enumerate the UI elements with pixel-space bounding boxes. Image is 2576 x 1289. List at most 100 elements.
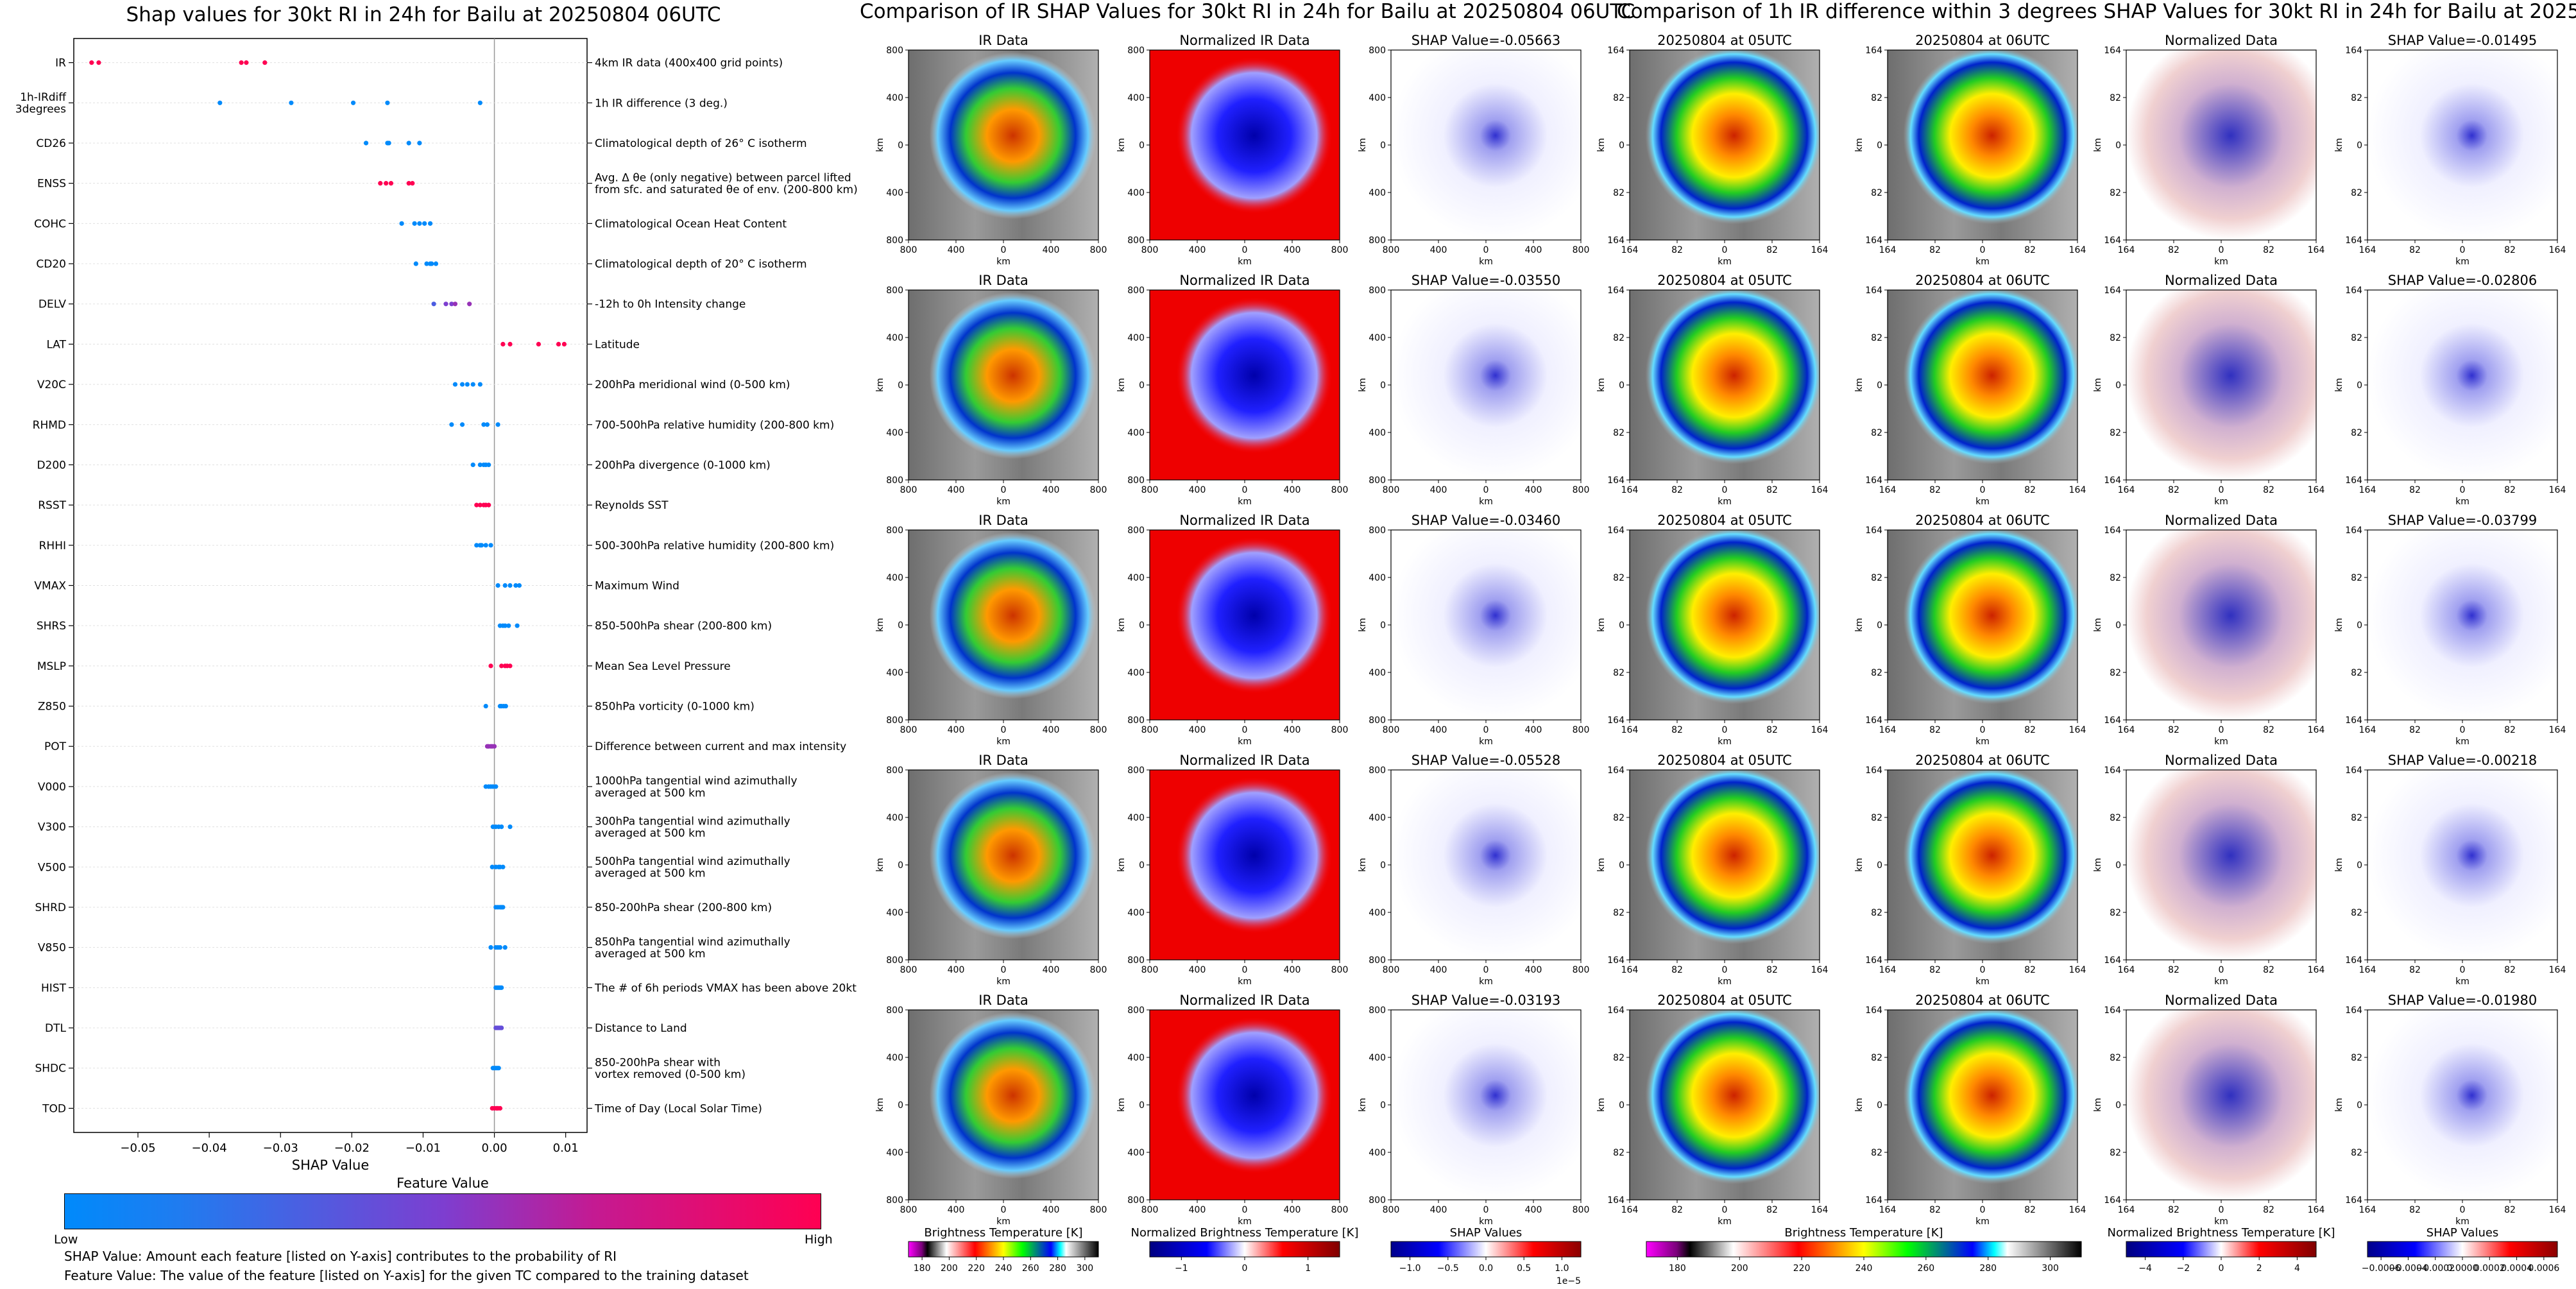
x-tick-label: 82 xyxy=(2024,965,2036,975)
shap-point xyxy=(477,462,482,468)
y-tick-label: 800 xyxy=(886,525,903,536)
x-tick-label: 0 xyxy=(1722,245,1728,255)
colorbar-tick-label: 180 xyxy=(914,1263,931,1274)
y-tick-label: 0 xyxy=(1139,1100,1145,1111)
y-tick-label: 164 xyxy=(1865,715,1882,726)
x-tick-label: 164 xyxy=(1879,965,1897,975)
shap-point xyxy=(493,784,499,789)
x-tick-label: −0.02 xyxy=(334,1141,370,1155)
x-tick-label: 164 xyxy=(1811,1205,1829,1215)
colorbar-tick-label: 240 xyxy=(995,1263,1012,1274)
ir-image-bg xyxy=(908,770,1098,960)
feature-description-label-line: 1000hPa tangential wind azimuthally xyxy=(595,775,798,788)
x-tick-label: 0 xyxy=(1980,725,1986,735)
x-tick-label: 164 xyxy=(2118,245,2135,255)
y-tick-label: 82 xyxy=(2351,93,2362,103)
y-tick-label: 400 xyxy=(886,573,903,583)
shap-point xyxy=(556,341,561,346)
y-axis-label: km xyxy=(1854,858,1864,872)
y-axis-label: km xyxy=(1596,618,1607,632)
irdiff-normalized-panel-frame xyxy=(2126,289,2317,481)
y-tick-label: 800 xyxy=(1127,286,1145,296)
x-tick-label: −0.03 xyxy=(263,1141,298,1155)
y-tick-label: 82 xyxy=(1871,573,1882,583)
irdiff-06utc-panel-title: 20250804 at 06UTC xyxy=(1915,993,2050,1008)
irdiff-normalized-panel-frame xyxy=(2126,49,2317,241)
x-tick-label: 164 xyxy=(2549,1205,2566,1215)
x-tick-label: 800 xyxy=(900,965,917,975)
shap-point xyxy=(239,60,244,65)
irdiff-image-storm xyxy=(1630,770,1820,960)
feature-description-label-line: 500hPa tangential wind azimuthally xyxy=(595,855,790,868)
shap-point xyxy=(470,382,475,387)
y-tick-label: 164 xyxy=(1607,286,1625,296)
shap-point xyxy=(496,1066,501,1071)
ir-bt-colorbar-bar xyxy=(908,1241,1099,1258)
normalized-ir-panel: Normalized IR Data8008004004000040040080… xyxy=(1116,513,1348,747)
irdiff-05utc-panel-frame xyxy=(1629,769,1820,960)
x-tick-label: 800 xyxy=(1141,485,1159,495)
x-tick-label: 800 xyxy=(1331,485,1349,495)
y-tick-label: 164 xyxy=(2345,235,2362,246)
feature-name-label-line: 1h-IRdiff xyxy=(20,91,67,104)
ir-bt-colorbar: Brightness Temperature [K] 180 200 220 240 26… xyxy=(908,1226,1099,1274)
normalized-ir-panel-frame xyxy=(1149,1009,1340,1200)
beeswarm-title: Shap values for 30kt RI in 24h for Bailu… xyxy=(126,3,721,26)
y-tick-label: 164 xyxy=(2104,475,2121,486)
y-tick-label: 0 xyxy=(1619,1100,1625,1111)
x-axis-label: km xyxy=(1975,497,1990,507)
feature-name-label: Z850 xyxy=(38,701,66,713)
irdiff-normalized-panel: Normalized Data1641648282008282164164kmk… xyxy=(2093,273,2324,507)
feature-description-label: Maximum Wind xyxy=(595,580,679,593)
x-axis-label: km xyxy=(1718,497,1732,507)
x-tick-label: 164 xyxy=(2359,245,2376,255)
x-tick-label: 0 xyxy=(2219,245,2224,255)
y-axis-label: km xyxy=(2093,858,2103,872)
shap-image xyxy=(1391,1010,1581,1200)
irdiff-shap-panel-frame xyxy=(2367,49,2558,241)
y-tick-label: 400 xyxy=(1369,1148,1386,1158)
y-tick-label: 164 xyxy=(2104,235,2121,246)
ir-data-panel-frame xyxy=(908,1009,1099,1200)
x-tick-label: 82 xyxy=(1671,245,1683,255)
feature-description-label-line: 850-200hPa shear with xyxy=(595,1056,721,1069)
y-tick-label: 800 xyxy=(1127,1195,1145,1206)
x-axis-label: km xyxy=(1718,1216,1732,1227)
shap-point xyxy=(508,663,513,669)
y-tick-label: 0 xyxy=(1380,141,1386,151)
y-tick-label: 400 xyxy=(1127,333,1145,343)
y-tick-label: 82 xyxy=(2110,668,2121,678)
shap-point xyxy=(289,100,294,105)
x-tick-label: 800 xyxy=(900,1205,917,1215)
feature-description-label: 4km IR data (400x400 grid points) xyxy=(595,57,783,70)
feature-description-label-line: from sfc. and saturated θe of env. (200-… xyxy=(595,184,858,196)
x-tick-label: −0.01 xyxy=(405,1141,441,1155)
x-tick-label: 82 xyxy=(2168,725,2179,735)
shap-point xyxy=(477,382,482,387)
normdiff-image xyxy=(2126,1010,2316,1200)
x-tick-label: 164 xyxy=(2069,245,2086,255)
x-tick-label: 0 xyxy=(2219,1205,2224,1215)
x-tick-label: 82 xyxy=(2263,965,2274,975)
x-tick-label: 0 xyxy=(1001,485,1007,495)
colorbar-tick-label: −1.0 xyxy=(1399,1263,1421,1274)
feature-name-label-line: 3degrees xyxy=(15,103,66,116)
y-axis-label: km xyxy=(2334,858,2344,872)
y-axis-label: km xyxy=(2093,378,2103,392)
x-tick-label: 0 xyxy=(1242,485,1248,495)
y-tick-label: 164 xyxy=(2104,765,2121,776)
y-tick-label: 164 xyxy=(2104,525,2121,536)
y-tick-label: 82 xyxy=(1613,668,1625,678)
y-tick-label: 400 xyxy=(886,93,903,103)
shap-point xyxy=(449,302,454,307)
normalized-ir-panel: Normalized IR Data8008004004000040040080… xyxy=(1116,993,1348,1227)
ir-image-storm xyxy=(908,770,1098,960)
x-tick-label: 82 xyxy=(1671,485,1683,495)
y-tick-label: 164 xyxy=(1865,955,1882,966)
ir-shap-panel: SHAP Value=-0.03550800800400400004004008… xyxy=(1358,273,1589,507)
x-tick-label: 164 xyxy=(2069,725,2086,735)
x-tick-label: 800 xyxy=(1383,485,1400,495)
shap-point xyxy=(499,1025,504,1030)
y-tick-label: 0 xyxy=(1877,620,1882,631)
